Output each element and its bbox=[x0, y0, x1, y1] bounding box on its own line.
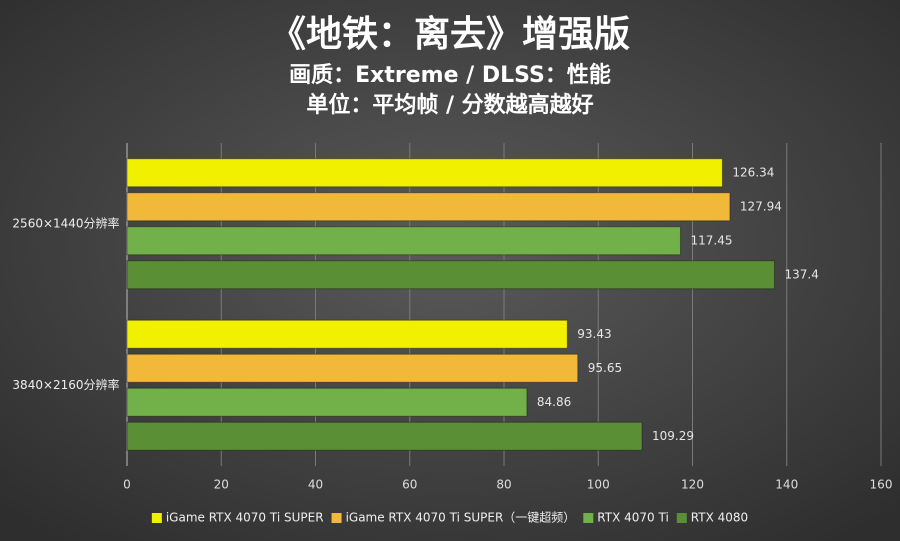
bar bbox=[126, 158, 723, 188]
x-tick-label: 0 bbox=[123, 478, 131, 492]
chart-title: 《地铁：离去》增强版 bbox=[270, 14, 630, 55]
data-label: 127.94 bbox=[740, 199, 782, 213]
x-tick-label: 20 bbox=[214, 478, 229, 492]
bar bbox=[126, 387, 528, 417]
x-tick-label: 140 bbox=[775, 478, 798, 492]
legend-marker bbox=[331, 513, 342, 523]
data-label: 84.86 bbox=[537, 395, 571, 409]
legend-label: RTX 4080 bbox=[691, 511, 748, 525]
y-tick-label: 3840×2160分辨率 bbox=[12, 377, 119, 392]
legend-label: iGame RTX 4070 Ti SUPER（一键超频） bbox=[346, 510, 576, 525]
legend-marker bbox=[151, 513, 162, 523]
data-label: 93.43 bbox=[577, 327, 611, 341]
legend-marker bbox=[676, 513, 687, 523]
x-tick-label: 80 bbox=[496, 478, 511, 492]
bar bbox=[126, 192, 731, 222]
legend-label: RTX 4070 Ti bbox=[597, 511, 668, 525]
data-label: 95.65 bbox=[588, 361, 622, 375]
bar bbox=[126, 353, 579, 383]
data-label: 126.34 bbox=[732, 165, 774, 179]
legend-label: iGame RTX 4070 Ti SUPER bbox=[166, 511, 324, 525]
chart-subtitle: 画质：Extreme / DLSS：性能 bbox=[289, 62, 611, 88]
x-tick-label: 100 bbox=[587, 478, 610, 492]
data-label: 137.4 bbox=[784, 267, 818, 281]
bar bbox=[126, 319, 568, 349]
chart-subtitle: 单位：平均帧 / 分数越高越好 bbox=[306, 92, 593, 118]
bar bbox=[126, 226, 681, 256]
bar bbox=[126, 421, 643, 451]
y-tick-label: 2560×1440分辨率 bbox=[12, 215, 119, 230]
data-label: 117.45 bbox=[690, 233, 732, 247]
x-tick-label: 120 bbox=[681, 478, 704, 492]
x-tick-label: 40 bbox=[308, 478, 323, 492]
x-tick-label: 60 bbox=[402, 478, 417, 492]
data-label: 109.29 bbox=[652, 429, 694, 443]
x-tick-label: 160 bbox=[870, 478, 893, 492]
legend-marker bbox=[583, 513, 594, 523]
bar bbox=[126, 260, 775, 290]
